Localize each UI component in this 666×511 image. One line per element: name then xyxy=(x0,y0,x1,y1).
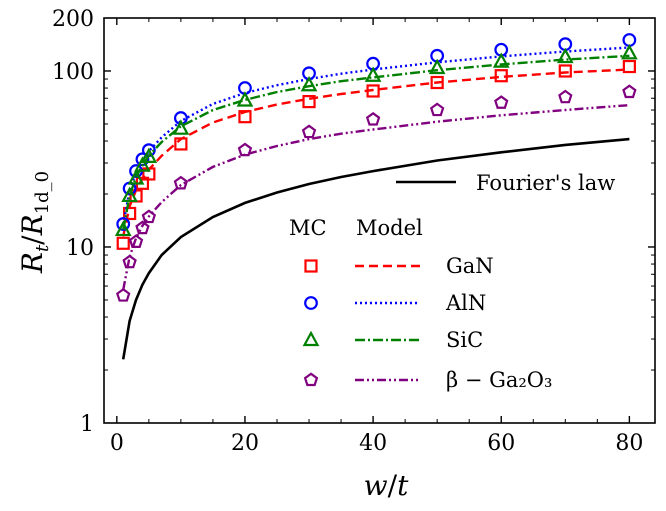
mc-point-square xyxy=(302,94,316,109)
mc-point-triangle xyxy=(236,91,254,107)
legend-header-model: Model xyxy=(356,216,423,240)
x-tick-label: 40 xyxy=(359,431,387,456)
legend-marker-triangle xyxy=(302,330,320,347)
mc-point-pentagon xyxy=(141,209,157,224)
mc-point-pentagon xyxy=(237,142,253,157)
model-line-pentagon xyxy=(122,103,630,291)
mc-point-square xyxy=(366,84,380,98)
legend-marker-square xyxy=(304,259,318,273)
model-line-square xyxy=(122,68,630,237)
y-axis-label: Rt/R1d_0 xyxy=(16,171,53,274)
plot-frame xyxy=(103,17,656,424)
x-tick-label: 20 xyxy=(231,431,259,456)
mc-point-pentagon xyxy=(365,111,381,126)
mc-point-pentagon xyxy=(622,84,637,99)
mc-point-triangle xyxy=(300,75,318,92)
y-tick-label: 1 xyxy=(80,412,94,437)
y-tick-label: 10 xyxy=(66,236,94,261)
mc-point-pentagon xyxy=(122,254,137,269)
mc-point-triangle xyxy=(492,52,510,68)
legend-label-pentagon: β − Ga₂O₃ xyxy=(446,368,552,392)
mc-point-triangle xyxy=(364,66,382,82)
mc-point-triangle xyxy=(172,119,190,135)
mc-point-triangle xyxy=(127,169,145,185)
legend: Fourier's law MC Model GaN AlN SiC β − Ga₂O₃ xyxy=(289,171,615,392)
mc-point-pentagon xyxy=(116,287,131,302)
x-tick-label: 80 xyxy=(615,431,643,456)
mc-point-square xyxy=(494,69,508,83)
legend-label-square: GaN xyxy=(446,254,494,278)
ticks-layer: 0 20 40 60 80 1 10 100 200 xyxy=(52,7,655,456)
legend-fourier-label: Fourier's law xyxy=(476,171,615,195)
mc-point-triangle xyxy=(114,220,132,237)
mc-point-pentagon xyxy=(558,89,573,104)
x-tick-label: 60 xyxy=(487,431,515,456)
fourier-law-line xyxy=(121,137,630,360)
mc-point-pentagon xyxy=(429,102,445,117)
legend-header-mc: MC xyxy=(289,216,327,240)
mc-point-square xyxy=(558,64,572,78)
mc-point-triangle xyxy=(134,156,151,172)
mc-point-pentagon xyxy=(494,95,509,109)
mc-point-square xyxy=(174,137,188,151)
legend-marker-circle xyxy=(304,296,318,310)
mc-point-square xyxy=(238,110,252,124)
series-layer xyxy=(114,33,638,360)
mc-point-square xyxy=(116,236,130,250)
y-tick-label: 200 xyxy=(52,7,94,32)
mc-point-square xyxy=(622,59,636,74)
mc-point-pentagon xyxy=(128,234,144,248)
mc-point-pentagon xyxy=(135,220,150,235)
legend-marker-pentagon xyxy=(303,372,319,387)
mc-point-triangle xyxy=(556,47,574,64)
y-tick-label: 100 xyxy=(52,60,94,85)
mc-point-square xyxy=(430,75,444,90)
mc-point-triangle xyxy=(140,147,158,163)
legend-label-triangle: SiC xyxy=(446,328,483,352)
x-axis-label: w/t xyxy=(364,469,409,502)
mc-point-pentagon xyxy=(301,124,317,139)
mc-point-triangle xyxy=(621,44,638,60)
mc-point-triangle xyxy=(428,58,446,75)
x-tick-label: 0 xyxy=(110,431,124,456)
mc-point-pentagon xyxy=(173,175,189,190)
legend-label-circle: AlN xyxy=(445,291,486,315)
mc-point-triangle xyxy=(121,186,138,203)
model-line-triangle xyxy=(122,54,630,231)
